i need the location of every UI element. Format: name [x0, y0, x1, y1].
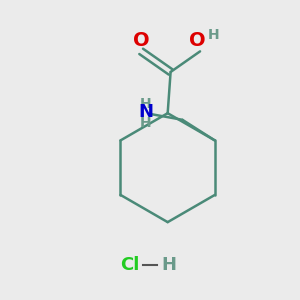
Text: H: H — [140, 116, 152, 130]
Text: H: H — [162, 256, 177, 274]
Text: O: O — [133, 31, 149, 50]
Text: Cl: Cl — [120, 256, 139, 274]
Text: H: H — [140, 97, 152, 111]
Text: N: N — [138, 103, 153, 122]
Text: O: O — [189, 31, 206, 50]
Text: H: H — [208, 28, 219, 42]
